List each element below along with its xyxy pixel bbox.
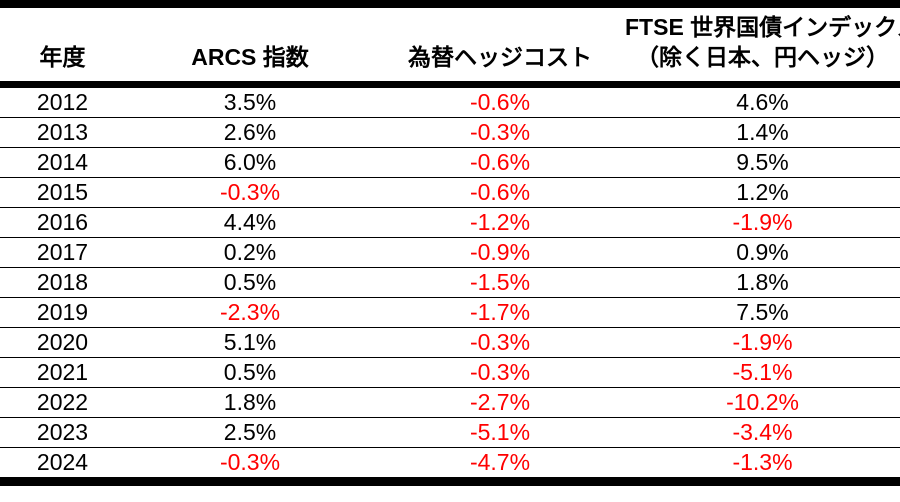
cell-hedge-cost: -0.6% (375, 84, 625, 118)
cell-ftse: -3.4% (625, 417, 900, 448)
cell-ftse: -5.1% (625, 357, 900, 388)
cell-hedge-cost: -5.1% (375, 417, 625, 448)
cell-arcs: -0.3% (125, 177, 375, 208)
table-body: 2012 3.5% -0.6% 4.6% 2013 2.6% -0.3% 1.4… (0, 84, 900, 481)
cell-year: 2014 (0, 147, 125, 178)
table-row: 2014 6.0% -0.6% 9.5% (0, 147, 900, 178)
col-header-hedge-cost-label: 為替ヘッジコスト (408, 44, 592, 71)
table-row: 2012 3.5% -0.6% 4.6% (0, 84, 900, 118)
cell-ftse: -1.9% (625, 327, 900, 358)
table-row: 2013 2.6% -0.3% 1.4% (0, 117, 900, 148)
cell-year: 2017 (0, 237, 125, 268)
table-row: 2020 5.1% -0.3% -1.9% (0, 327, 900, 358)
table-row: 2023 2.5% -5.1% -3.4% (0, 417, 900, 448)
cell-year: 2024 (36, 448, 89, 475)
cell-hedge-cost: -0.6% (375, 177, 625, 208)
cell-hedge-cost: -1.7% (375, 297, 625, 328)
cell-arcs: 0.5% (125, 267, 375, 298)
col-header-arcs-index-label: ARCS 指数 (191, 44, 309, 71)
col-header-year-label: 年度 (39, 44, 86, 71)
cell-arcs: 0.5% (125, 357, 375, 388)
cell-ftse: -10.2% (625, 387, 900, 418)
col-header-arcs-index: ARCS 指数 (125, 4, 375, 88)
table-row: 2015 -0.3% -0.6% 1.2% (0, 177, 900, 208)
cell-hedge-cost: -0.3% (375, 327, 625, 358)
cell-arcs: 2.6% (125, 117, 375, 148)
cell-arcs: -0.3% (219, 448, 281, 475)
cell-ftse: 0.9% (625, 237, 900, 268)
cell-hedge-cost: -0.9% (375, 237, 625, 268)
cell-year: 2019 (0, 297, 125, 328)
table-header: 年度 ARCS 指数 為替ヘッジコスト FTSE 世界国債インデックス （除く日… (0, 4, 900, 88)
cell-year: 2021 (0, 357, 125, 388)
annual-returns-table: 年度 ARCS 指数 為替ヘッジコスト FTSE 世界国債インデックス （除く日… (0, 0, 900, 486)
cell-arcs: 2.5% (125, 417, 375, 448)
table-row: 2016 4.4% -1.2% -1.9% (0, 207, 900, 238)
cell-arcs: 1.8% (125, 387, 375, 418)
cell-year: 2020 (0, 327, 125, 358)
header-row: 年度 ARCS 指数 為替ヘッジコスト FTSE 世界国債インデックス （除く日… (0, 4, 900, 88)
cell-arcs: 4.4% (125, 207, 375, 238)
cell-hedge-cost: -0.6% (375, 147, 625, 178)
cell-ftse: -1.9% (625, 207, 900, 238)
cell-arcs: 5.1% (125, 327, 375, 358)
table-row: 2017 0.2% -0.9% 0.9% (0, 237, 900, 268)
col-header-year: 年度 (0, 4, 125, 88)
cell-ftse: 1.4% (625, 117, 900, 148)
cell-hedge-cost: -2.7% (375, 387, 625, 418)
cell-hedge-cost: -0.3% (375, 117, 625, 148)
cell-year: 2018 (0, 267, 125, 298)
table-row: 2019 -2.3% -1.7% 7.5% (0, 297, 900, 328)
cell-year: 2015 (0, 177, 125, 208)
cell-ftse: 1.8% (625, 267, 900, 298)
cell-ftse: 4.6% (625, 84, 900, 118)
table-row: 2018 0.5% -1.5% 1.8% (0, 267, 900, 298)
cell-arcs: 0.2% (125, 237, 375, 268)
col-header-ftse-index-label-line1: FTSE 世界国債インデックス (625, 14, 900, 40)
table-row: 2021 0.5% -0.3% -5.1% (0, 357, 900, 388)
cell-arcs: 3.5% (125, 84, 375, 118)
cell-hedge-cost: -0.3% (375, 357, 625, 388)
table-row: 2024 -0.3% -4.7% -1.3% (0, 447, 900, 481)
cell-hedge-cost: -1.5% (375, 267, 625, 298)
cell-ftse: -1.3% (732, 448, 793, 475)
table-row: 2022 1.8% -2.7% -10.2% (0, 387, 900, 418)
cell-arcs: 6.0% (125, 147, 375, 178)
cell-hedge-cost: -1.2% (375, 207, 625, 238)
cell-ftse: 7.5% (625, 297, 900, 328)
cell-hedge-cost: -4.7% (469, 448, 531, 475)
cell-ftse: 9.5% (625, 147, 900, 178)
cell-arcs: -2.3% (125, 297, 375, 328)
cell-year: 2023 (0, 417, 125, 448)
col-header-hedge-cost: 為替ヘッジコスト (375, 4, 625, 88)
col-header-ftse-index: FTSE 世界国債インデックス （除く日本、円ヘッジ） (625, 4, 900, 88)
cell-year: 2012 (0, 84, 125, 118)
col-header-ftse-index-label-line2: （除く日本、円ヘッジ） (636, 44, 889, 71)
cell-year: 2022 (0, 387, 125, 418)
cell-ftse: 1.2% (625, 177, 900, 208)
cell-year: 2016 (0, 207, 125, 238)
cell-year: 2013 (0, 117, 125, 148)
